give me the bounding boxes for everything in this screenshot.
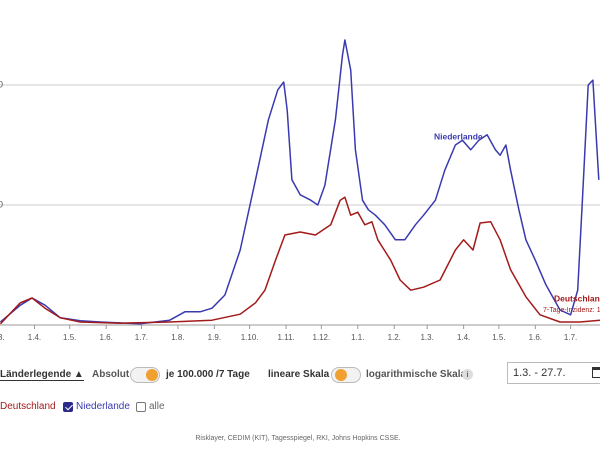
country-label[interactable]: alle: [149, 401, 165, 412]
checkbox[interactable]: [136, 402, 146, 412]
x-tick-label: 1.3.: [420, 333, 433, 342]
info-icon[interactable]: i: [462, 369, 473, 380]
line: [0, 39, 600, 325]
x-tick-label: 1.11.: [277, 333, 294, 342]
checkbox[interactable]: [63, 402, 73, 412]
x-tick-label: 1.7.: [135, 333, 148, 342]
annotation: Niederlande: [434, 131, 483, 141]
scale-toggle[interactable]: [331, 367, 361, 383]
toggle-knob: [146, 369, 158, 381]
x-tick-label: 1.7.: [564, 333, 577, 342]
y-tick-label: 400: [0, 79, 3, 89]
x-tick-label: 1.4.: [457, 333, 470, 342]
x-tick-label: 1.5.: [63, 333, 76, 342]
calendar-icon: [592, 367, 600, 378]
toggle-label: logarithmische Skala: [366, 369, 467, 380]
x-tick-label: 1.10.: [241, 333, 259, 342]
annotation: Deutschland: [554, 293, 600, 303]
x-tick-label: 1.3.: [0, 333, 5, 342]
country-label[interactable]: Deutschland: [0, 401, 56, 412]
country-label[interactable]: Niederlande: [76, 401, 130, 412]
toggle-label: Absolut: [92, 369, 130, 380]
unit-toggle[interactable]: [130, 367, 160, 383]
chart: 200 400 1.3. 1.4. 1.5. 1.6. 1.7. 1.8. 1.9. 1.10. 1…: [0, 39, 600, 342]
x-tick-label: 1.6.: [100, 333, 113, 342]
annotation: 7-Tage-Inzidenz: 15: [543, 307, 600, 314]
toggle-knob: [335, 369, 347, 381]
x-tick-label: 1.8.: [171, 333, 184, 342]
toggle-label: je 100.000 /7 Tage: [166, 369, 250, 380]
x-tick-label: 1.4.: [28, 333, 41, 342]
legend-toggle[interactable]: Länderlegende ▲: [0, 369, 84, 381]
toggle-label: lineare Skala: [268, 369, 330, 380]
x-tick-label: 1.2.: [388, 333, 401, 342]
date-input[interactable]: 1.3. - 27.7.: [507, 362, 600, 384]
x-tick-label: 1.5.: [492, 333, 505, 342]
source: Risklayer, CEDIM (KIT), Tagesspiegel, RK…: [195, 435, 401, 442]
x-tick-label: 1.9.: [208, 333, 221, 342]
x-tick-label: 1.6.: [529, 333, 542, 342]
y-tick-label: 200: [0, 199, 3, 209]
line: [0, 196, 600, 325]
date-text: 1.3. - 27.7.: [513, 367, 566, 379]
x-tick-label: 1.1.: [351, 333, 364, 342]
x-tick-label: 1.12.: [312, 333, 330, 342]
